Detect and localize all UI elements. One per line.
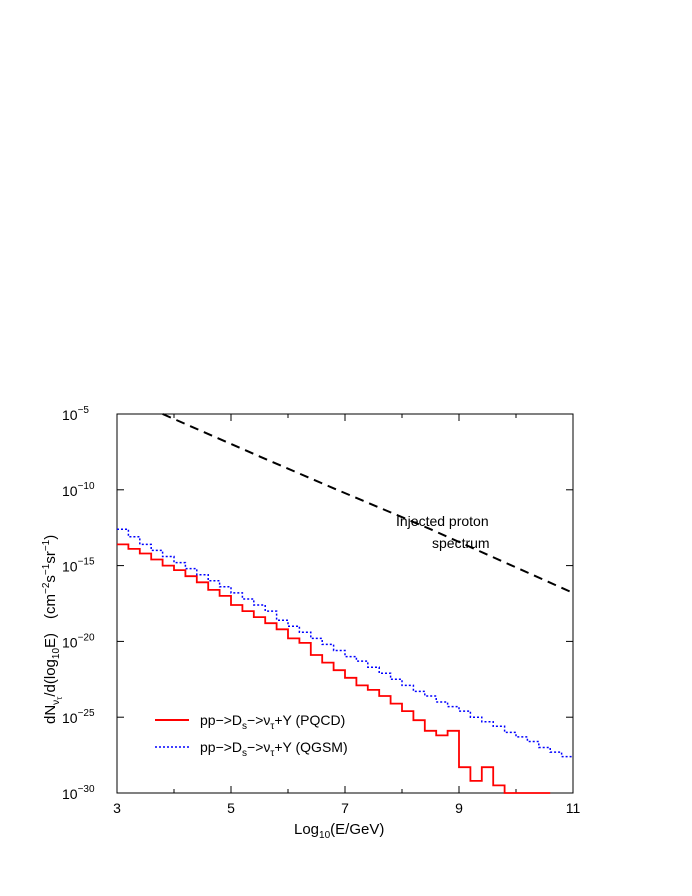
series-qgsm-line: [117, 528, 573, 758]
series-injected-proton-line: [162, 413, 574, 594]
annotation-line-1: Injected proton: [396, 513, 489, 529]
legend: pp−>Ds−>ντ+Y (PQCD) pp−>Ds−>ντ+Y (QGSM): [155, 712, 348, 759]
x-tick-label: 11: [566, 800, 581, 816]
y-tick-label: 10−20: [62, 632, 95, 650]
y-axis-title: dNντ/d(log10E)(cm−2s−1sr−1): [41, 535, 64, 724]
annotation-line-2: spectrum: [432, 535, 490, 551]
x-tick-label: 3: [113, 800, 121, 816]
series-pqcd-line: [117, 543, 551, 794]
legend-label-qgsm: pp−>Ds−>ντ+Y (QGSM): [200, 739, 348, 759]
x-tick-labels: 3 5 7 9 11: [113, 800, 580, 816]
legend-label-pqcd: pp−>Ds−>ντ+Y (PQCD): [200, 712, 345, 732]
y-tick-label: 10−15: [62, 557, 95, 575]
y-tick-label: 10−10: [62, 481, 95, 499]
x-tick-label: 5: [227, 800, 235, 816]
x-axis-title: Log10(E/GeV): [294, 821, 384, 841]
y-tick-label: 10−5: [62, 405, 89, 423]
y-tick-label: 10−25: [62, 708, 95, 726]
plot-frame: [116, 413, 574, 794]
y-tick-label: 10−30: [62, 784, 95, 802]
y-tick-labels: 10−5 10−10 10−15 10−20 10−25 10−30: [62, 405, 95, 802]
series-layer: [117, 413, 574, 794]
x-tick-label: 7: [341, 800, 349, 816]
axis-ticks: [116, 413, 574, 794]
x-tick-label: 9: [455, 800, 463, 816]
